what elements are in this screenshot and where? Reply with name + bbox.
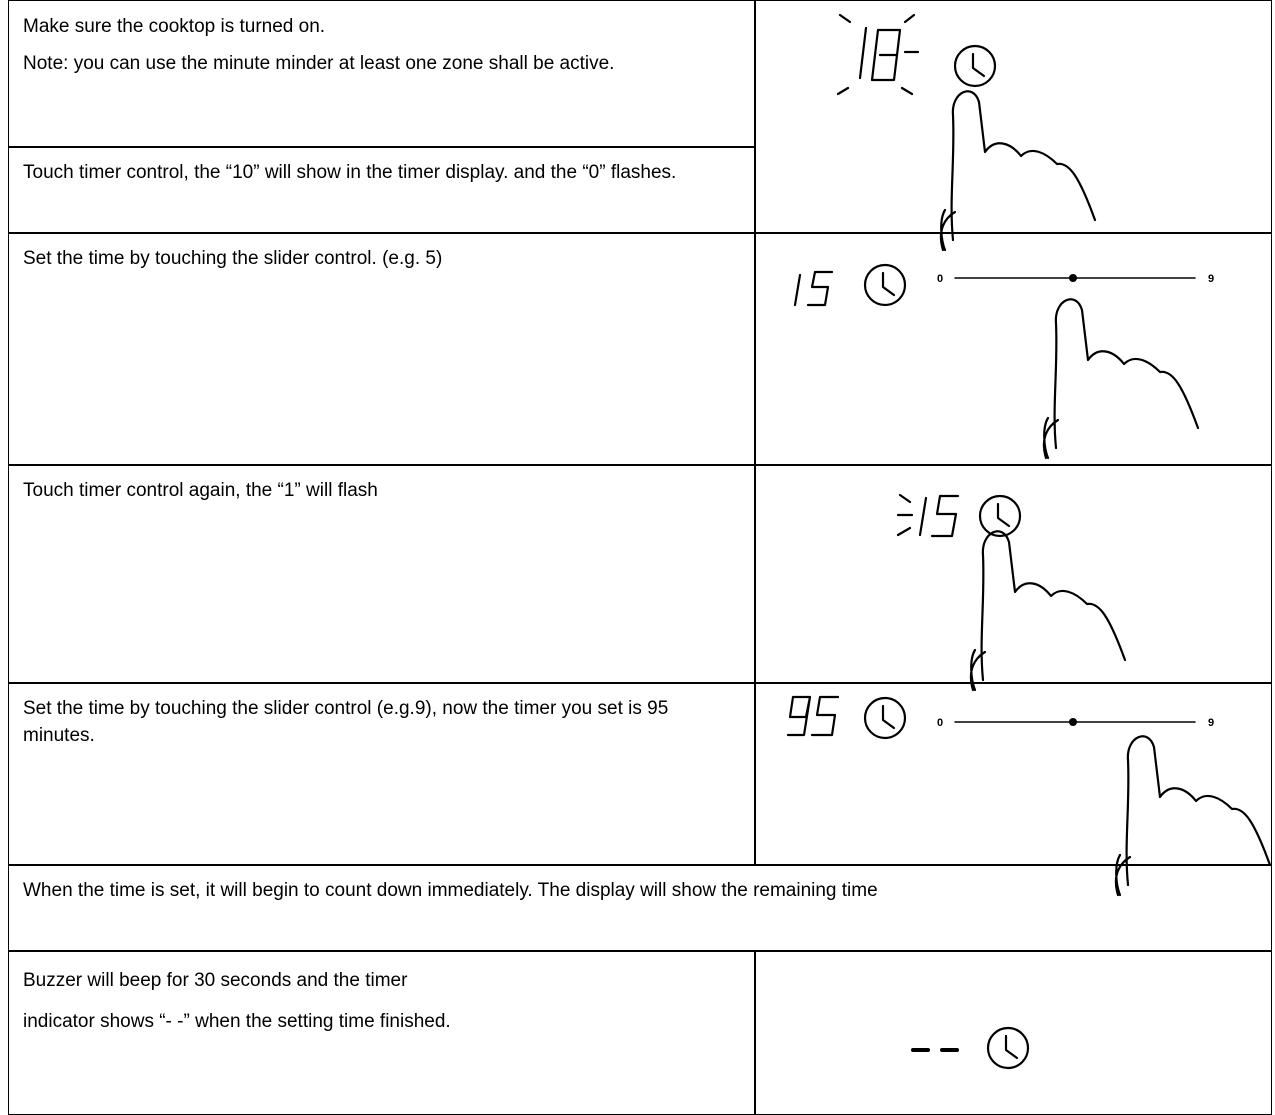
- slider-label: 0: [937, 717, 943, 729]
- cell: Make sure the cooktop is turned on. Note…: [8, 0, 756, 148]
- slider-label: 9: [1208, 717, 1214, 729]
- cell: Set the time by touching the slider cont…: [8, 682, 756, 866]
- image-cell: [754, 0, 1272, 234]
- cell: Buzzer will beep for 30 seconds and the …: [8, 950, 756, 1115]
- slider-label: 9: [1208, 273, 1214, 285]
- paragraph: When the time is set, it will begin to c…: [23, 880, 878, 901]
- paragraph: indicator shows “- -” when the setting t…: [23, 1011, 451, 1032]
- slider-illustration: 0 9: [793, 263, 1214, 460]
- paragraph: Touch timer control again, the “1” will …: [23, 480, 378, 501]
- image-cell: [754, 682, 1272, 866]
- cell: Set the time by touching the slider cont…: [8, 232, 756, 466]
- timer-display: [896, 493, 1127, 692]
- paragraph: Touch timer control, the “10” will show …: [23, 162, 677, 183]
- timer-display: [836, 13, 1097, 252]
- image-cell: [754, 232, 1272, 466]
- paragraph: Set the time by touching the slider cont…: [23, 248, 443, 269]
- slider-illustration: 0 9: [786, 695, 1272, 897]
- paragraph: Make sure the cooktop is turned on.: [23, 16, 326, 37]
- cell: When the time is set, it will begin to c…: [8, 864, 1272, 952]
- slider-label: 0: [937, 273, 943, 285]
- image-cell: [754, 464, 1272, 684]
- timer-display: [911, 1026, 1030, 1070]
- paragraph: Buzzer will beep for 30 seconds and the …: [23, 970, 408, 991]
- cell: Touch timer control again, the “1” will …: [8, 464, 756, 684]
- paragraph: Note: you can use the minute minder at l…: [23, 53, 615, 74]
- cell: Touch timer control, the “10” will show …: [8, 146, 756, 234]
- paragraph: Set the time by touching the slider cont…: [23, 698, 669, 746]
